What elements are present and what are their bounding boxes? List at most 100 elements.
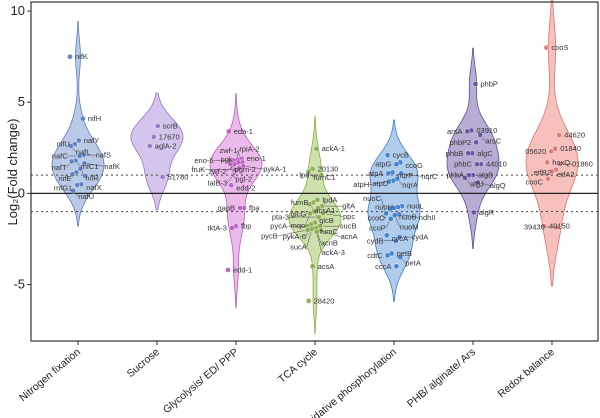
data-point [396, 234, 403, 240]
point-label: aglA-2 [155, 142, 177, 151]
data-point [466, 172, 472, 178]
x-tick-label: TCA cycle [276, 346, 320, 386]
point-label: ackA-3 [322, 248, 345, 257]
point-label: etfB2 [534, 168, 552, 177]
point-label: nifE [59, 174, 72, 183]
data-point [464, 128, 471, 135]
point-label: nafL [76, 148, 91, 157]
point-label: cooS [551, 43, 568, 52]
data-point [557, 161, 563, 168]
point-label: nafS [96, 151, 111, 160]
point-label: nafT [52, 163, 67, 172]
point-label: eno-1 [247, 154, 266, 163]
data-point [470, 209, 477, 216]
x-tick-label: PHB/ alginate/ Ars [405, 346, 478, 410]
point-label: eda-1 [234, 127, 253, 136]
data-point [383, 210, 389, 217]
data-point [386, 178, 393, 185]
point-label: 01840 [560, 144, 581, 153]
point-label: algC [477, 149, 493, 158]
point-label: nafK [104, 162, 119, 171]
data-point [474, 161, 480, 168]
label-leader-line [277, 229, 308, 237]
data-point [229, 225, 235, 231]
point-label: arsC [485, 137, 501, 146]
point-label: acsA1 [314, 206, 335, 215]
point-label: mfC1 [81, 162, 99, 171]
label-leader-line [84, 163, 105, 167]
point-label: eno-6 [194, 156, 213, 165]
y-axis: -5 0 5 10 [11, 3, 31, 292]
label-leader-line [320, 230, 341, 237]
point-label: nifH [88, 114, 101, 123]
data-point [67, 53, 73, 60]
violin-6 [525, 0, 579, 287]
point-label: algQ [490, 181, 506, 190]
point-label: 51780 [168, 173, 189, 182]
point-label: fba [249, 204, 260, 213]
point-label: 44010 [486, 160, 507, 169]
point-label: atpH [353, 180, 369, 189]
label-leader-line [316, 231, 322, 253]
reference-lines [31, 174, 598, 213]
violin-5 [446, 47, 500, 249]
data-point [391, 212, 398, 219]
data-point [392, 237, 399, 244]
point-label: sucB [340, 222, 357, 231]
data-point [387, 206, 393, 212]
data-point [306, 201, 313, 208]
label-leader-line [243, 165, 264, 170]
point-label: pycB [261, 231, 278, 240]
point-label: phbP [480, 80, 498, 89]
point-label: algB [478, 171, 493, 180]
data-point [309, 263, 316, 270]
data-point [154, 123, 161, 129]
data-point [556, 132, 563, 138]
data-point [315, 205, 322, 211]
data-point [74, 182, 80, 188]
point-label: rpiA-2 [239, 145, 259, 154]
point-label: cccA [375, 262, 391, 271]
data-point [304, 227, 311, 233]
point-label: arsA [447, 127, 462, 136]
x-tick-label: Nitrogen fixation [17, 346, 83, 404]
point-label: etfA2 [557, 170, 575, 179]
point-label: phbC [454, 160, 473, 169]
y-tick-label: -5 [13, 277, 25, 292]
data-point [393, 263, 400, 270]
data-point [232, 166, 238, 173]
point-label: 17670 [159, 132, 180, 141]
data-point [70, 187, 76, 194]
data-point [314, 196, 321, 203]
point-label: mfG1 [54, 184, 72, 193]
data-point [237, 205, 243, 211]
data-point [76, 137, 82, 144]
point-label: nuoH [375, 203, 393, 212]
point-label: glcG [291, 210, 307, 219]
point-label: phbA [447, 171, 465, 180]
data-point [465, 150, 472, 157]
point-label: fumB [291, 198, 309, 207]
point-label: 03910 [476, 126, 497, 135]
point-label: nifK [75, 52, 88, 61]
data-point [554, 224, 560, 230]
point-label: 20130 [318, 164, 339, 173]
point-label: nqrF [397, 171, 413, 180]
point-label: 39430 [524, 223, 545, 232]
data-point [384, 152, 391, 158]
point-label: fumC1 [314, 173, 336, 182]
label-leader-line [322, 213, 344, 217]
point-label: ccoP [369, 223, 386, 232]
point-label: hoxQ [552, 158, 570, 167]
label-leader-line [398, 214, 419, 218]
point-label: nafY [84, 136, 99, 145]
point-label: fruK [191, 165, 205, 174]
data-point [80, 115, 86, 122]
data-point [385, 170, 392, 177]
point-label: atpA [368, 169, 383, 178]
data-point [150, 134, 157, 140]
point-label: fumC [320, 227, 339, 236]
point-label: pgm-2 [235, 165, 256, 174]
point-label: phbP2 [450, 138, 472, 147]
data-point [548, 148, 555, 155]
